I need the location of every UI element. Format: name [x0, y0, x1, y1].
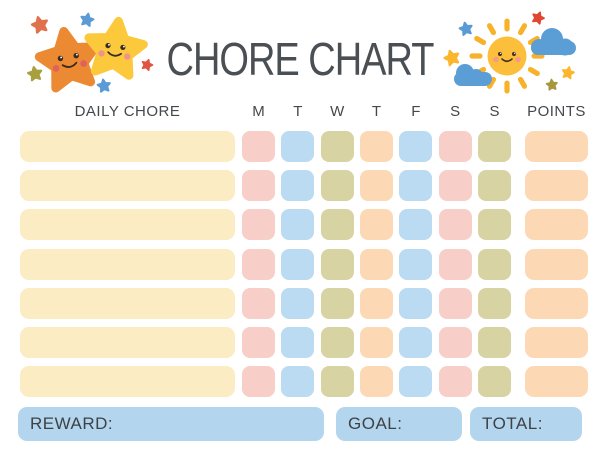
- points-field[interactable]: [525, 131, 588, 162]
- total-field[interactable]: TOTAL:: [470, 407, 582, 441]
- chore-row-4: [0, 248, 600, 280]
- chore-row-5: [0, 287, 600, 319]
- day-cell-4[interactable]: [359, 170, 393, 202]
- day-cell-7[interactable]: [477, 287, 511, 319]
- goal-label: GOAL:: [348, 414, 403, 433]
- day-cell-6[interactable]: [438, 287, 472, 319]
- day-cell-2[interactable]: [281, 248, 315, 280]
- day-cell-1[interactable]: [242, 170, 275, 202]
- chore-row-7: [0, 366, 600, 398]
- day-cell-5[interactable]: [399, 170, 433, 202]
- points-field[interactable]: [525, 287, 588, 319]
- total-label: TOTAL:: [482, 414, 543, 433]
- day-cell-3[interactable]: [320, 287, 354, 319]
- day-cell-7[interactable]: [477, 248, 511, 280]
- day-header-5: F: [411, 103, 421, 120]
- day-cell-3[interactable]: [320, 170, 354, 202]
- day-cell-3[interactable]: [320, 131, 354, 162]
- day-cell-6[interactable]: [438, 366, 472, 398]
- day-cell-2[interactable]: [281, 366, 315, 398]
- day-cell-5[interactable]: [399, 131, 433, 162]
- sun-clouds-icon: [428, 6, 590, 94]
- day-cell-6[interactable]: [438, 248, 472, 280]
- day-header-2: T: [293, 103, 303, 120]
- day-cell-3[interactable]: [320, 326, 354, 358]
- table-header: DAILY CHORE M T W T F S S POINTS: [0, 102, 600, 122]
- day-cell-5[interactable]: [399, 287, 433, 319]
- points-field[interactable]: [525, 170, 588, 202]
- day-cell-5[interactable]: [399, 326, 433, 358]
- day-cell-2[interactable]: [281, 170, 315, 202]
- page-title: CHORE CHART: [166, 34, 435, 86]
- day-cell-1[interactable]: [242, 248, 275, 280]
- chore-name-field[interactable]: [20, 131, 235, 162]
- day-cell-2[interactable]: [281, 131, 315, 162]
- day-cell-4[interactable]: [359, 287, 393, 319]
- reward-label: REWARD:: [30, 414, 114, 433]
- day-cell-7[interactable]: [477, 326, 511, 358]
- reward-field[interactable]: REWARD:: [18, 407, 324, 441]
- day-cell-6[interactable]: [438, 326, 472, 358]
- chore-name-field[interactable]: [20, 248, 235, 280]
- day-cell-4[interactable]: [359, 248, 393, 280]
- day-cell-4[interactable]: [359, 326, 393, 358]
- chore-name-field[interactable]: [20, 209, 235, 241]
- day-header-7: S: [489, 103, 500, 120]
- day-cell-7[interactable]: [477, 209, 511, 241]
- points-field[interactable]: [525, 366, 588, 398]
- orange-star-icon: [36, 27, 102, 90]
- chore-row-6: [0, 326, 600, 358]
- day-cell-6[interactable]: [438, 131, 472, 162]
- points-field[interactable]: [525, 326, 588, 358]
- day-cell-1[interactable]: [242, 287, 275, 319]
- day-cell-1[interactable]: [242, 209, 275, 241]
- day-cell-3[interactable]: [320, 209, 354, 241]
- day-header-1: M: [252, 103, 265, 120]
- day-cell-1[interactable]: [242, 131, 275, 162]
- chore-row-2: [0, 170, 600, 202]
- points-field[interactable]: [525, 248, 588, 280]
- cloud-icon: [454, 64, 492, 86]
- day-header-4: T: [371, 103, 382, 120]
- chore-rows: [0, 131, 600, 405]
- day-cell-6[interactable]: [438, 209, 472, 241]
- day-cell-4[interactable]: [359, 209, 393, 241]
- cloud-icon: [531, 28, 576, 56]
- day-cell-5[interactable]: [399, 248, 433, 280]
- day-cell-1[interactable]: [242, 366, 275, 398]
- chore-name-field[interactable]: [20, 287, 235, 319]
- day-cell-4[interactable]: [359, 366, 393, 398]
- day-cell-7[interactable]: [477, 170, 511, 202]
- points-field[interactable]: [525, 209, 588, 241]
- day-cell-7[interactable]: [477, 131, 511, 162]
- day-cell-2[interactable]: [281, 287, 315, 319]
- day-cell-3[interactable]: [320, 366, 354, 398]
- day-cell-3[interactable]: [320, 248, 354, 280]
- day-cell-5[interactable]: [399, 366, 433, 398]
- stars-icon: [16, 8, 166, 104]
- day-cell-7[interactable]: [477, 366, 511, 398]
- day-header-6: S: [450, 103, 461, 120]
- day-header-3: W: [330, 103, 345, 120]
- daily-chore-header: DAILY CHORE: [74, 103, 181, 120]
- chore-row-3: [0, 209, 600, 241]
- chore-name-field[interactable]: [20, 170, 235, 202]
- day-cell-6[interactable]: [438, 170, 472, 202]
- yellow-star-icon: [85, 18, 146, 77]
- chore-name-field[interactable]: [20, 326, 235, 358]
- day-cell-4[interactable]: [359, 131, 393, 162]
- day-cell-2[interactable]: [281, 209, 315, 241]
- goal-field[interactable]: GOAL:: [336, 407, 462, 441]
- day-cell-2[interactable]: [281, 326, 315, 358]
- day-cell-1[interactable]: [242, 326, 275, 358]
- points-header: POINTS: [527, 103, 586, 120]
- sun-icon: [469, 18, 545, 94]
- chore-name-field[interactable]: [20, 366, 235, 398]
- day-cell-5[interactable]: [399, 209, 433, 241]
- chore-row-1: [0, 131, 600, 162]
